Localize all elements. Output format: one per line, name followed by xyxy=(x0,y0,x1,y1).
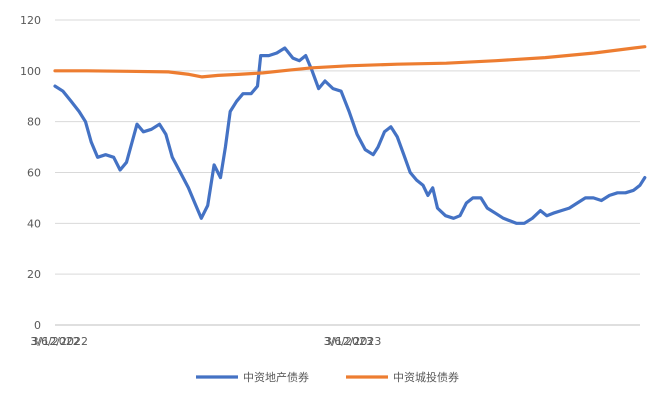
y-tick-label: 0 xyxy=(34,319,41,332)
legend-label: 中资城投债券 xyxy=(393,370,459,384)
y-tick-label: 100 xyxy=(20,65,41,78)
x-tick-label: 3/12/2022 xyxy=(32,335,88,348)
y-tick-label: 40 xyxy=(27,217,41,230)
series-lines xyxy=(53,45,647,225)
y-axis-tick-labels: 0 20 40 60 80 100 120 xyxy=(20,14,41,332)
legend: 中资地产债券 中资城投债券 xyxy=(196,370,459,384)
y-tick-label: 120 xyxy=(20,14,41,27)
y-tick-label: 80 xyxy=(27,116,41,129)
x-tick-label: 3/6/2022 xyxy=(30,335,79,348)
y-tick-label: 20 xyxy=(27,268,41,281)
x-tick-label: 3/12/2023 xyxy=(325,335,381,348)
series-line-1 xyxy=(53,46,647,225)
x-tick-label: 3/6/2023 xyxy=(324,335,373,348)
legend-label: 中资地产债券 xyxy=(243,370,309,384)
y-tick-label: 60 xyxy=(27,167,41,180)
series-line-2 xyxy=(53,45,647,79)
